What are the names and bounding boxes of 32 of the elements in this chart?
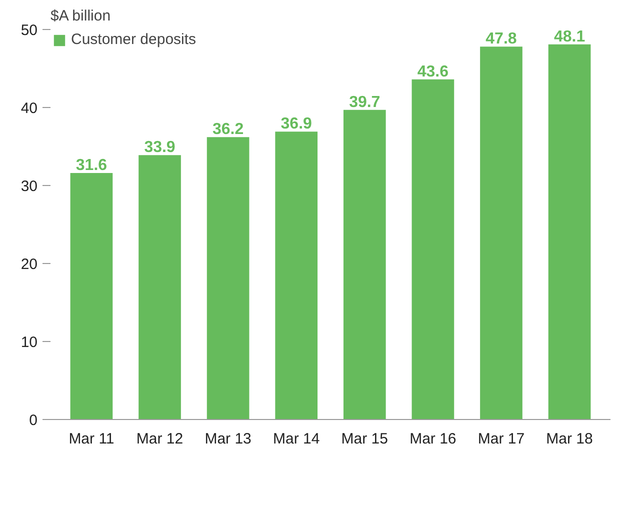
y-tick-label: 40: [20, 100, 38, 117]
y-tick-label: 50: [20, 22, 38, 39]
y-tick-label: 0: [29, 412, 38, 429]
x-tick-label: Mar 12: [136, 430, 184, 448]
y-tick-label: 10: [20, 334, 38, 351]
bar: [206, 137, 250, 420]
data-label: 36.9: [280, 116, 312, 133]
x-tick-label: Mar 15: [341, 430, 388, 448]
y-tick-label: 20: [20, 256, 38, 273]
bar: [548, 44, 591, 420]
y-tick-label: 30: [20, 178, 38, 195]
bar: [138, 155, 181, 420]
y-axis-title: $A billion: [50, 8, 111, 24]
data-label: 39.7: [349, 94, 380, 111]
bar: [70, 173, 113, 420]
x-tick-label: Mar 16: [410, 430, 456, 448]
x-tick-label: Mar 14: [273, 430, 320, 448]
x-tick-label: Mar 18: [546, 430, 593, 448]
data-label: 47.8: [486, 30, 517, 48]
data-label: 43.6: [417, 63, 449, 80]
data-label: 33.9: [144, 139, 176, 156]
x-tick-label: Mar 11: [68, 430, 114, 448]
bar: [412, 79, 454, 420]
data-label: 36.2: [212, 121, 244, 138]
bar: [480, 46, 522, 420]
data-label: 48.1: [554, 28, 586, 46]
bar: [275, 132, 318, 420]
bar: [343, 110, 386, 420]
data-label: 31.6: [76, 157, 108, 174]
x-tick-label: Mar 13: [204, 430, 252, 448]
x-tick-label: Mar 17: [478, 430, 525, 448]
legend-label: Customer deposits: [71, 31, 196, 48]
